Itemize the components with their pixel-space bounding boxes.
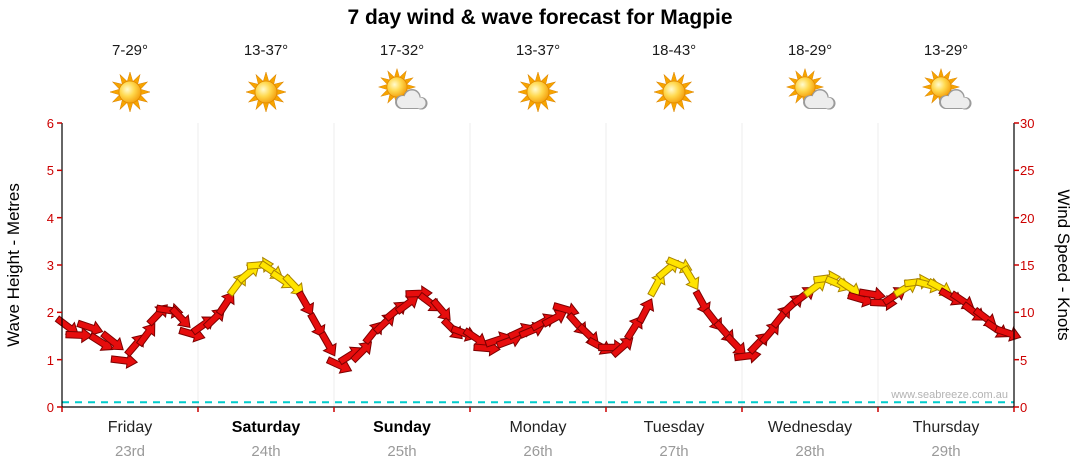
right-axis-tick-label: 25 <box>1020 163 1035 179</box>
wind-arrow <box>318 330 337 357</box>
left-axis-tick-label: 5 <box>46 163 54 179</box>
day-date: 27th <box>659 443 689 460</box>
wind-arrow <box>636 298 655 325</box>
wind-arrow <box>168 305 191 329</box>
wind-arrow <box>394 295 419 315</box>
sunny-icon <box>653 71 695 113</box>
wind-arrow <box>100 330 124 351</box>
partly-cloudy-icon <box>377 67 428 110</box>
day-name: Tuesday <box>643 419 705 436</box>
wind-arrow <box>430 297 451 321</box>
day-temperature-range: 18-29° <box>787 42 833 59</box>
left-axis-tick-label: 2 <box>46 305 54 321</box>
day-name: Saturday <box>231 419 301 436</box>
day-temperature-range: 13-37° <box>243 42 289 59</box>
right-axis-tick-label: 30 <box>1020 116 1035 131</box>
wind-arrow <box>76 319 104 337</box>
day-name: Sunday <box>373 419 431 436</box>
day-date: 28th <box>795 443 825 460</box>
right-axis-tick-label: 5 <box>1020 352 1028 368</box>
wind-arrow <box>307 312 326 338</box>
day-name: Thursday <box>912 419 980 436</box>
wind-arrow <box>758 321 780 345</box>
sunny-icon <box>109 71 151 113</box>
left-axis-tick-label: 0 <box>46 400 54 415</box>
watermark: www.seabreeze.com.au <box>891 389 1008 401</box>
wind-arrow <box>110 352 139 370</box>
wind-arrow <box>295 290 315 316</box>
day-date: 23rd <box>114 443 146 460</box>
day-name: Wednesday <box>767 419 853 436</box>
left-axis-tick-label: 3 <box>46 258 54 273</box>
wind-arrow <box>215 291 235 317</box>
wind-arrow <box>680 264 700 291</box>
partly-cloudy-icon <box>785 67 836 110</box>
left-axis-tick-label: 6 <box>46 116 54 131</box>
right-axis-tick-label: 10 <box>1020 305 1035 321</box>
day-date: 26th <box>523 443 553 460</box>
right-axis-tick-label: 15 <box>1020 258 1035 273</box>
right-axis-tick-label: 0 <box>1020 400 1028 415</box>
wind-arrow <box>541 309 568 328</box>
sunny-icon <box>517 71 559 113</box>
day-date: 24th <box>251 443 281 460</box>
wind-arrow <box>350 341 373 364</box>
sunny-icon <box>245 71 287 113</box>
day-temperature-range: 13-29° <box>923 42 969 59</box>
wind-arrow <box>135 323 156 348</box>
wind-arrow <box>610 337 634 359</box>
axes <box>57 122 1019 412</box>
left-axis-tick-label: 4 <box>46 210 54 226</box>
day-date: 25th <box>387 443 417 460</box>
day-date: 29th <box>931 443 961 460</box>
day-temperature-range: 17-32° <box>379 42 425 59</box>
day-temperature-range: 18-43° <box>651 42 697 59</box>
weather-icons <box>109 67 972 113</box>
page-title: 7 day wind & wave forecast for Magpie <box>347 6 733 29</box>
day-temperature-range: 13-37° <box>515 42 561 59</box>
day-name: Monday <box>509 419 567 436</box>
left-axis-tick-label: 1 <box>46 352 54 368</box>
right-axis-tick-label: 20 <box>1020 210 1035 226</box>
day-temperature-range: 7-29° <box>111 42 149 59</box>
partly-cloudy-icon <box>921 67 972 110</box>
wind-arrow <box>65 327 93 344</box>
wind-arrows <box>54 256 1022 374</box>
day-name: Friday <box>107 419 153 436</box>
